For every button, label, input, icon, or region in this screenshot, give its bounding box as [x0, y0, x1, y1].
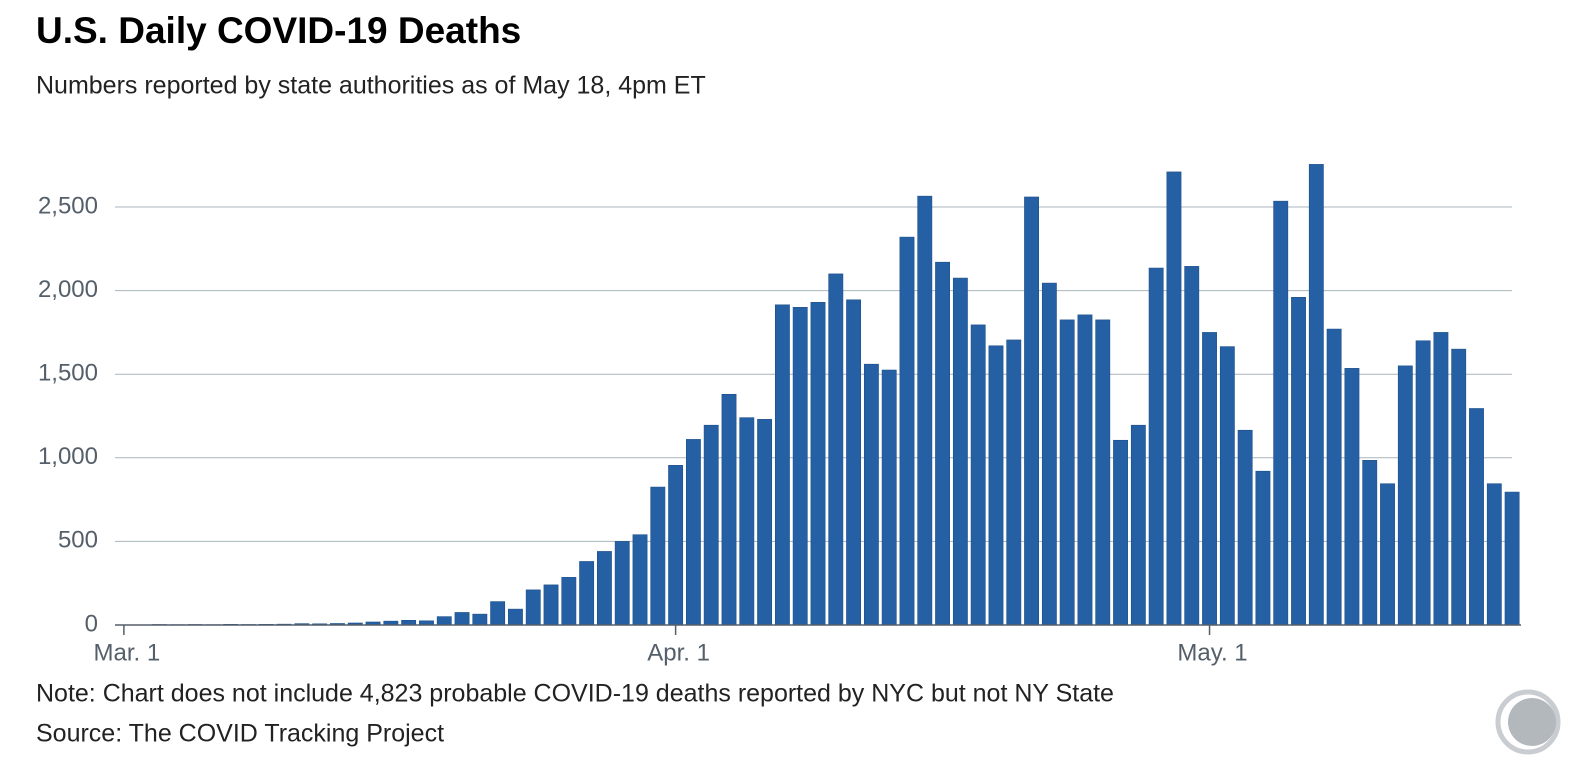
bar	[1433, 332, 1449, 626]
bar	[1024, 196, 1039, 626]
bar	[436, 616, 452, 626]
bar	[1362, 460, 1378, 626]
bar	[1113, 439, 1128, 626]
bar	[810, 302, 826, 626]
bar	[1380, 483, 1395, 626]
bar	[1202, 332, 1217, 626]
bar	[543, 584, 559, 626]
bar	[1255, 470, 1271, 626]
bar	[757, 419, 773, 626]
bar	[1291, 297, 1306, 626]
bar	[614, 541, 630, 626]
bar	[561, 577, 577, 626]
bar	[739, 417, 755, 626]
bar	[988, 345, 1004, 626]
bar	[774, 304, 790, 626]
bar	[1077, 314, 1093, 626]
bar	[703, 424, 719, 626]
bar	[1469, 408, 1484, 626]
bar	[863, 363, 879, 626]
bar	[899, 236, 915, 626]
bar	[1451, 348, 1467, 626]
bar	[1415, 340, 1431, 626]
bar	[1059, 319, 1075, 626]
bar	[472, 613, 488, 626]
bar	[1326, 328, 1342, 626]
bar	[1166, 171, 1182, 626]
bar	[454, 612, 470, 626]
bar	[1273, 200, 1289, 626]
bar	[1148, 267, 1164, 626]
source: Source: The COVID Tracking Project	[36, 720, 444, 748]
bar	[1504, 491, 1520, 626]
bar	[1397, 365, 1413, 626]
bar	[632, 534, 648, 626]
bar	[650, 486, 666, 626]
bar	[935, 261, 951, 626]
bar	[685, 439, 701, 626]
x-tick-label: May. 1	[1177, 639, 1247, 666]
bar	[597, 551, 612, 626]
bar	[1095, 319, 1111, 626]
chart-subtitle: Numbers reported by state authorities as…	[36, 72, 706, 100]
bar	[525, 589, 541, 626]
bar	[828, 273, 844, 626]
bar	[579, 561, 595, 626]
bar	[1344, 368, 1360, 626]
x-tick-label: Mar. 1	[94, 639, 161, 666]
y-tick-label: 1,500	[38, 360, 98, 387]
bar	[970, 324, 986, 626]
y-tick-label: 1,000	[38, 443, 98, 470]
bar	[917, 195, 933, 626]
logo	[1495, 689, 1561, 755]
bar	[1237, 429, 1253, 626]
bar	[721, 393, 737, 626]
bar	[1130, 424, 1146, 626]
bar	[881, 369, 897, 626]
y-tick-label: 2,000	[38, 276, 98, 303]
bar	[1308, 164, 1324, 626]
bar	[1184, 266, 1200, 626]
y-tick-label: 2,500	[38, 192, 98, 219]
bar	[1486, 483, 1502, 626]
y-tick-label: 0	[85, 610, 98, 637]
bar	[1041, 282, 1057, 626]
note: Note: Chart does not include 4,823 proba…	[36, 680, 1114, 708]
bar	[792, 307, 808, 626]
bar	[1219, 346, 1235, 626]
chart-title: U.S. Daily COVID-19 Deaths	[36, 10, 521, 51]
bar	[508, 608, 523, 626]
bar	[952, 277, 968, 626]
bar	[668, 465, 684, 626]
bar	[846, 299, 862, 626]
y-tick-label: 500	[58, 527, 98, 554]
bar	[1006, 339, 1022, 626]
x-tick-label: Apr. 1	[647, 639, 710, 666]
bar	[490, 601, 506, 626]
